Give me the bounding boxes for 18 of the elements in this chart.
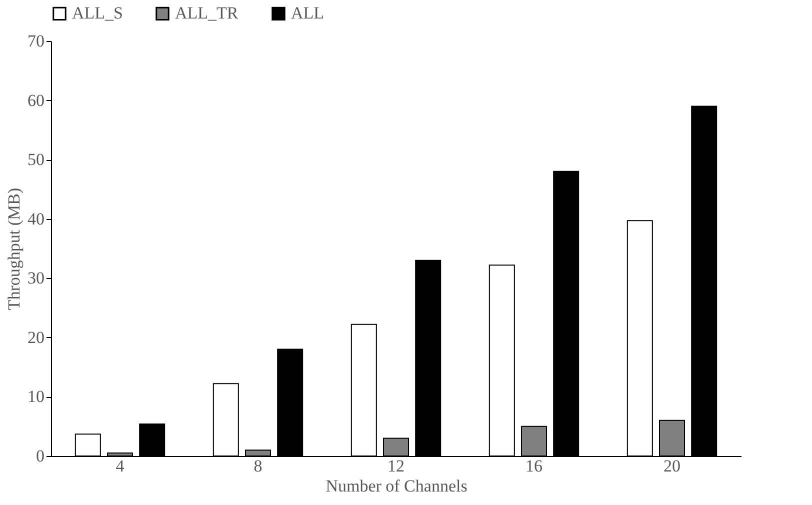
x-tick-label: 20	[664, 456, 680, 476]
y-tick-label: 60	[28, 90, 44, 110]
legend-label: ALL_TR	[175, 4, 239, 23]
x-axis-title: Number of Channels	[326, 476, 468, 496]
y-tick-label: 70	[28, 32, 44, 50]
y-tick-label: 10	[28, 387, 44, 406]
y-tick-label: 0	[36, 446, 44, 466]
legend-label: ALL_S	[72, 4, 123, 23]
legend-label: ALL	[291, 4, 324, 23]
y-tick-label: 50	[28, 150, 44, 170]
y-tick-label: 20	[28, 328, 44, 347]
x-tick-label: 4	[116, 456, 125, 476]
x-tick-label: 12	[388, 456, 404, 476]
y-axis-title: Throughput (MB)	[4, 188, 24, 310]
y-tick-label: 40	[28, 209, 44, 228]
x-tick-label: 16	[526, 456, 542, 476]
x-tick-label: 8	[254, 456, 262, 476]
y-tick-label: 30	[28, 268, 44, 288]
